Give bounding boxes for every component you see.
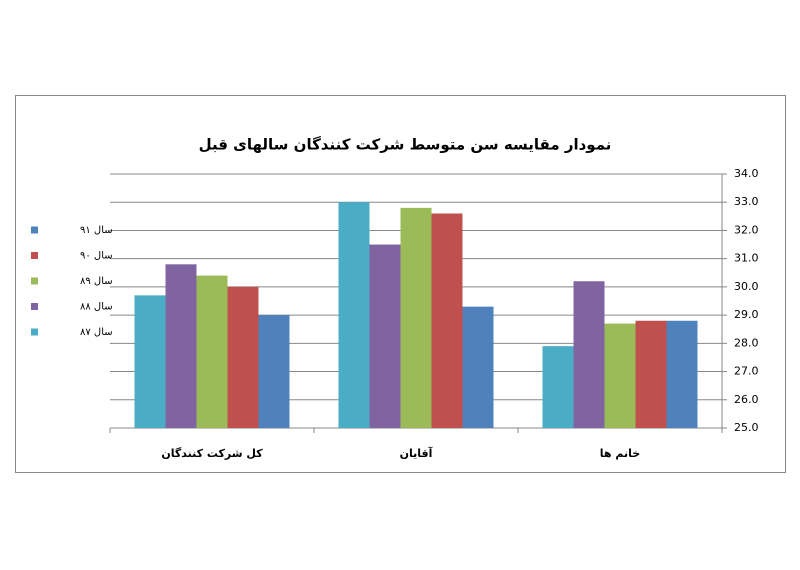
bar [134, 295, 166, 428]
y-tick-label: 34.0 [734, 167, 759, 180]
bar [542, 346, 574, 428]
y-tick-label: 28.0 [734, 336, 759, 349]
bar [369, 244, 401, 428]
legend-swatch [31, 277, 38, 285]
y-tick-label: 33.0 [734, 195, 759, 208]
bar [196, 275, 228, 428]
bar [666, 320, 698, 428]
bar [400, 207, 432, 428]
bar [431, 213, 463, 428]
legend-label: سال ۹۰ [80, 251, 113, 262]
legend-label: سال ۸۸ [80, 302, 113, 313]
bar [462, 306, 494, 428]
bar [165, 264, 197, 428]
y-tick-label: 30.0 [734, 280, 759, 293]
bar [604, 323, 636, 428]
bar [635, 320, 667, 428]
bar [227, 286, 259, 428]
y-tick-label: 26.0 [734, 393, 759, 406]
legend-swatch [31, 303, 38, 310]
y-tick-label: 25.0 [734, 421, 759, 434]
y-tick-label: 27.0 [734, 365, 759, 378]
legend-swatch [31, 252, 38, 259]
y-tick-label: 29.0 [734, 308, 759, 321]
legend-label: سال ۸۷ [80, 327, 113, 338]
legend-label: سال ۸۹ [80, 276, 113, 287]
x-tick-label: خانم ها [600, 447, 640, 460]
chart-title: نمودار مقایسه سن متوسط شرکت کنندگان ساله… [199, 136, 612, 154]
y-tick-label: 32.0 [734, 223, 759, 236]
legend-label: سال ۹۱ [80, 225, 113, 236]
y-tick-label: 31.0 [734, 252, 759, 265]
bar [258, 315, 290, 428]
x-tick-label: کل شرکت کنندگان [161, 447, 263, 460]
legend-swatch [31, 328, 38, 336]
legend-swatch [31, 226, 38, 234]
x-tick-label: آقایان [400, 446, 433, 460]
bar [573, 281, 605, 428]
bar [338, 202, 370, 428]
